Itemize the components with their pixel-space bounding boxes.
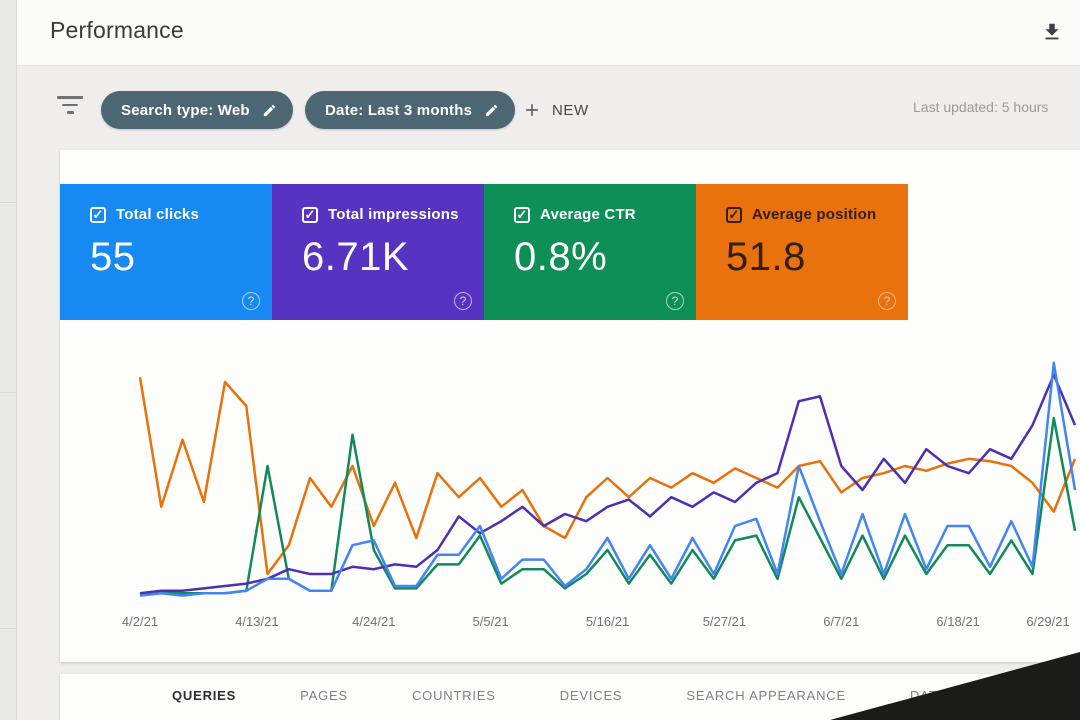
x-axis-tick-label: 5/27/21 [703,614,746,629]
performance-report-panel: ✓ Total clicks 55 ? ✓ Total impressions … [60,150,1080,662]
checkbox-checked-icon[interactable]: ✓ [302,206,318,223]
plus-icon [526,104,538,116]
pencil-icon [486,104,498,116]
metric-label: Average CTR [540,206,636,223]
metric-value: 55 [90,235,136,279]
dimensions-tabs-panel: QUERIES PAGES COUNTRIES DEVICES SEARCH A… [60,674,1080,720]
sidebar-divider [0,202,16,203]
metric-value: 6.71K [302,235,410,279]
checkbox-checked-icon[interactable]: ✓ [514,206,530,223]
metric-label: Total clicks [116,206,199,223]
average-position-card[interactable]: ✓ Average position 51.8 ? [696,184,908,320]
help-icon[interactable]: ? [666,292,684,310]
last-updated-text: Last updated: 5 hours [913,99,1049,115]
x-axis-tick-label: 4/2/21 [122,614,158,629]
search-type-filter-label: Search type: Web [121,101,250,119]
date-filter-label: Date: Last 3 months [325,101,473,119]
metric-value: 51.8 [726,235,806,279]
total-impressions-card[interactable]: ✓ Total impressions 6.71K ? [272,184,484,320]
pencil-icon [263,104,275,116]
header-bar: Performance [17,0,1080,66]
filter-toolbar: Search type: Web Date: Last 3 months NEW… [17,66,1080,152]
x-axis-tick-label: 6/18/21 [936,614,979,629]
sidebar-edge [0,0,17,720]
x-axis-tick-label: 5/5/21 [473,614,509,629]
chart-line-total-impressions [139,373,1077,595]
checkbox-checked-icon[interactable]: ✓ [726,206,742,223]
sidebar-divider [0,628,16,629]
x-axis-tick-label: 6/7/21 [823,614,859,629]
sidebar-divider [0,392,16,393]
tab-countries[interactable]: COUNTRIES [411,688,496,703]
x-axis-tick-label: 5/16/21 [586,614,629,629]
x-axis-tick-label: 6/29/21 [1026,614,1069,629]
page-title: Performance [50,17,184,43]
tab-queries[interactable]: QUERIES [172,688,237,703]
new-filter-button[interactable]: NEW [522,92,589,128]
date-filter-pill[interactable]: Date: Last 3 months [305,91,516,129]
total-clicks-card[interactable]: ✓ Total clicks 55 ? [60,184,272,320]
help-icon[interactable]: ? [242,292,260,310]
tab-devices[interactable]: DEVICES [559,688,623,703]
dimension-tabs: QUERIES PAGES COUNTRIES DEVICES SEARCH A… [172,674,1020,720]
new-filter-label: NEW [552,101,589,119]
tab-search-appearance[interactable]: SEARCH APPEARANCE [686,688,846,703]
search-type-filter-pill[interactable]: Search type: Web [101,91,293,129]
metric-value: 0.8% [514,235,608,279]
average-ctr-card[interactable]: ✓ Average CTR 0.8% ? [484,184,696,320]
metric-cards-row: ✓ Total clicks 55 ? ✓ Total impressions … [60,184,908,320]
x-axis-tick-label: 4/24/21 [352,614,395,629]
help-icon[interactable]: ? [878,292,896,310]
x-axis-tick-label: 4/13/21 [235,614,278,629]
performance-chart[interactable]: 4/2/21 4/13/21 4/24/21 5/5/21 5/16/21 5/27/21… [60,330,1080,662]
tab-pages[interactable]: PAGES [300,688,348,703]
metric-label: Average position [752,206,877,223]
filter-list-icon[interactable] [55,96,85,120]
export-download-button[interactable] [1036,16,1068,48]
chart-line-total-clicks [139,361,1077,597]
metric-label: Total impressions [328,206,459,223]
help-icon[interactable]: ? [454,292,472,310]
checkbox-checked-icon[interactable]: ✓ [90,206,106,223]
chart-line-average-position [138,376,1077,576]
download-icon [1045,23,1059,40]
